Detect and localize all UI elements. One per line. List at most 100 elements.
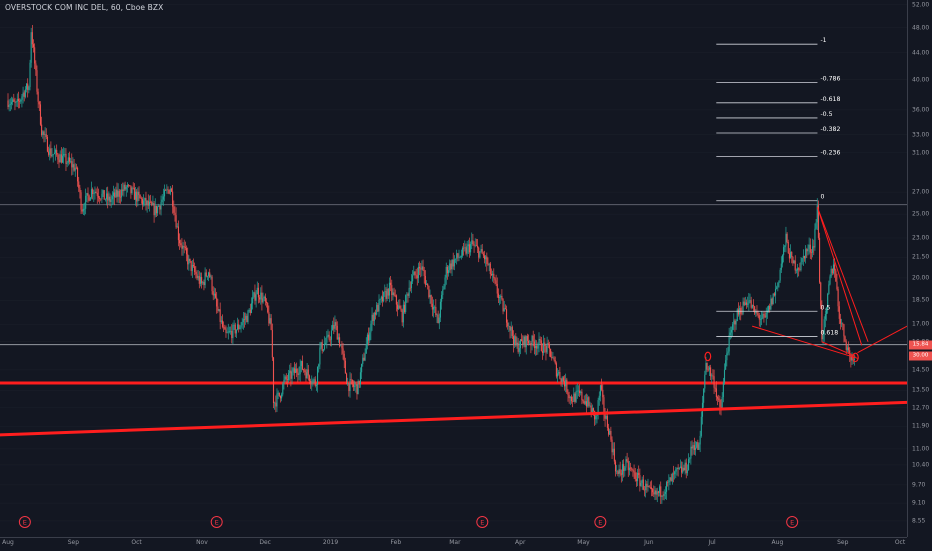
candle-body bbox=[559, 372, 561, 379]
candle-body bbox=[410, 281, 413, 289]
candle-body bbox=[272, 357, 275, 404]
candle-body bbox=[536, 345, 538, 349]
chart-plot[interactable]: -1 -0.786 -0.618 -0.5 -0.382 -0.236 0 0.5 0.618 E… bbox=[0, 0, 911, 537]
candle-body bbox=[378, 299, 380, 312]
candle-body bbox=[783, 247, 785, 256]
candle-body bbox=[94, 191, 96, 194]
candle-body bbox=[522, 341, 524, 345]
time-tick-label: Jul bbox=[708, 539, 716, 546]
candle-body bbox=[345, 373, 348, 385]
candle-body bbox=[842, 323, 844, 325]
candle-body bbox=[333, 325, 335, 329]
candle-body bbox=[737, 309, 739, 315]
candle-body bbox=[650, 487, 653, 490]
candle-body bbox=[683, 467, 685, 471]
candle-body bbox=[565, 379, 567, 387]
candle-body bbox=[339, 337, 341, 347]
candle-body bbox=[483, 255, 486, 260]
candle-body bbox=[348, 383, 350, 392]
candle-body bbox=[269, 318, 271, 324]
candle-body bbox=[733, 320, 735, 325]
candle-body bbox=[474, 245, 476, 247]
candle-body bbox=[7, 100, 9, 108]
candle-body bbox=[105, 193, 108, 200]
chart-canvas[interactable]: -1 -0.786 -0.618 -0.5 -0.382 -0.236 0 0.5 0.618 E… bbox=[0, 0, 911, 537]
candle-body bbox=[390, 282, 392, 286]
candle-body bbox=[704, 374, 706, 389]
candle-body bbox=[366, 334, 368, 345]
fib-level-label: -0.236 bbox=[820, 149, 840, 156]
candle-body bbox=[674, 471, 676, 475]
candle-body bbox=[740, 307, 742, 314]
candle-body bbox=[150, 201, 152, 203]
candle-body bbox=[538, 338, 540, 345]
candle-body bbox=[22, 92, 24, 97]
candle-body bbox=[750, 300, 752, 308]
candle-body bbox=[453, 259, 455, 267]
candle-body bbox=[35, 63, 37, 71]
candle-body bbox=[136, 191, 138, 202]
time-axis[interactable]: Aug Sep Oct Nov Dec 2019 Feb Mar Apr May Jun Jul Aug… bbox=[0, 537, 907, 551]
candle-body bbox=[572, 401, 574, 402]
candle-body bbox=[82, 208, 84, 212]
candle-body bbox=[801, 258, 803, 262]
candle-body bbox=[616, 471, 618, 472]
candle-body bbox=[190, 260, 192, 272]
candle-body bbox=[813, 246, 815, 248]
candle-body bbox=[821, 306, 823, 340]
candle-body bbox=[729, 332, 731, 336]
candle-body bbox=[184, 247, 186, 249]
candle-body bbox=[372, 314, 374, 322]
candle-body bbox=[124, 184, 126, 190]
candle-body bbox=[534, 345, 537, 349]
candle-body bbox=[810, 252, 813, 254]
candle-body bbox=[233, 324, 235, 326]
candle-body bbox=[134, 191, 137, 200]
candle-body bbox=[511, 327, 513, 337]
candle-body bbox=[74, 167, 76, 171]
candle-body bbox=[232, 325, 234, 339]
candle-body bbox=[155, 205, 157, 214]
candle-body bbox=[817, 205, 819, 238]
candle-body bbox=[317, 366, 319, 385]
candle-body bbox=[292, 368, 294, 372]
candle-body bbox=[68, 157, 70, 162]
candle-body bbox=[197, 276, 199, 279]
candle-body bbox=[326, 336, 328, 343]
candle-body bbox=[349, 379, 351, 392]
candle-body bbox=[44, 134, 46, 135]
candle-body bbox=[640, 482, 642, 486]
candle-body bbox=[646, 483, 648, 487]
candle-body bbox=[170, 188, 173, 192]
candle-body bbox=[846, 347, 848, 350]
candle-body bbox=[765, 312, 767, 318]
candle-body bbox=[92, 189, 94, 194]
candle-body bbox=[90, 189, 93, 198]
candle-body bbox=[281, 394, 283, 399]
candle-body bbox=[279, 395, 282, 399]
candle-body bbox=[730, 329, 733, 333]
candle-body bbox=[806, 249, 808, 252]
candle-body bbox=[466, 246, 468, 254]
candle-body bbox=[337, 337, 339, 340]
candle-body bbox=[712, 375, 714, 377]
candle-body bbox=[270, 318, 272, 331]
candle-body bbox=[39, 104, 42, 125]
candle-body bbox=[161, 199, 163, 203]
candle-body bbox=[481, 249, 483, 254]
candle-body bbox=[71, 161, 73, 168]
candle-body bbox=[722, 382, 724, 398]
candle-body bbox=[664, 491, 666, 494]
price-axis[interactable]: 52.00 48.00 44.00 40.00 36.00 33.00 31.00 27.00… bbox=[907, 0, 932, 537]
candle-body bbox=[590, 405, 592, 413]
candle-body bbox=[628, 467, 630, 471]
candle-body bbox=[618, 469, 620, 475]
candle-body bbox=[177, 226, 179, 241]
candle-body bbox=[65, 153, 67, 164]
candle-body bbox=[276, 393, 278, 407]
candle-body bbox=[89, 197, 91, 201]
candle-body bbox=[310, 380, 312, 384]
candle-body bbox=[187, 254, 189, 265]
candle-body bbox=[606, 416, 608, 428]
candle-body bbox=[332, 325, 334, 331]
